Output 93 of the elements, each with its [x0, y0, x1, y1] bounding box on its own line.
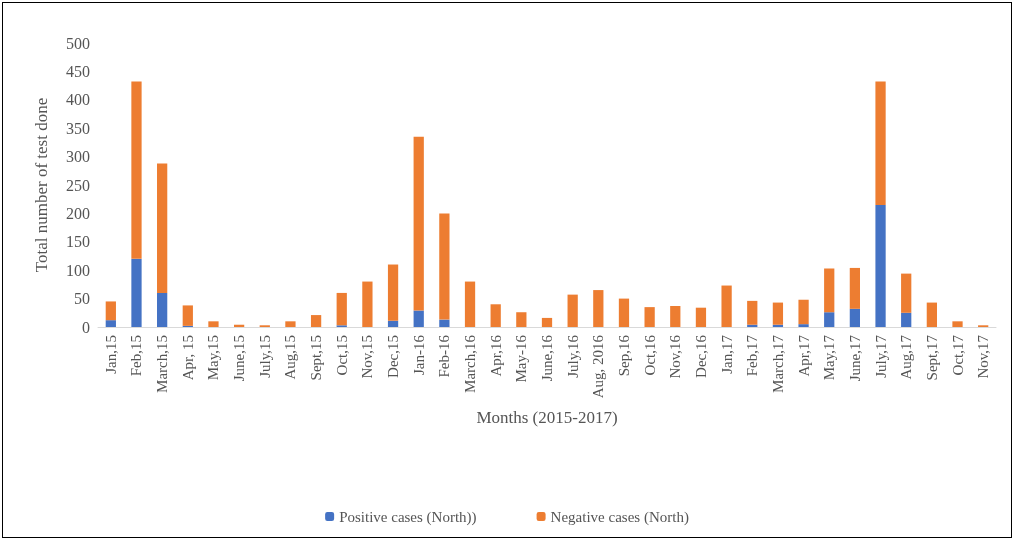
bar: [798, 299, 809, 325]
bar: [875, 204, 886, 327]
bar: [131, 258, 142, 327]
bar: [747, 300, 758, 325]
bar: [464, 281, 476, 327]
bar: [824, 268, 835, 313]
x-tick-label: March,15: [154, 335, 171, 393]
bar: [875, 81, 886, 205]
x-tick-label: June,15: [231, 335, 248, 382]
bar: [413, 310, 424, 327]
y-tick-label: 250: [66, 176, 90, 194]
x-tick-label: June,16: [539, 334, 555, 382]
x-tick-label: Aug,17: [898, 334, 915, 380]
bar: [824, 312, 835, 327]
x-tick-label: Nov,15: [359, 335, 376, 379]
x-tick-label: Sept,17: [923, 334, 940, 381]
bar: [849, 267, 861, 309]
x-tick-label: Oct,15: [333, 335, 350, 376]
x-tick-label: March,17: [769, 334, 786, 393]
x-tick-label: Apr,17: [795, 334, 812, 377]
x-tick-label: Jan,17: [718, 334, 735, 374]
bar: [439, 319, 450, 327]
bar: [901, 273, 912, 313]
bar: [105, 320, 116, 327]
bar: [644, 307, 655, 327]
y-tick-label: 50: [74, 290, 90, 308]
bar: [387, 264, 399, 321]
x-tick-label: Feb,17: [744, 334, 761, 377]
y-tick-label: 0: [82, 318, 90, 336]
x-tick-label: Nov,16: [667, 334, 684, 379]
y-tick-label: 150: [66, 233, 90, 251]
bar: [618, 298, 630, 327]
bar: [593, 290, 604, 327]
x-tick-label: Feb-16: [436, 334, 453, 378]
x-tick-label: Oct,16: [641, 334, 658, 376]
x-tick-label: Jan-16: [410, 334, 427, 375]
bar: [670, 305, 681, 327]
x-tick-label: June,17: [846, 334, 863, 382]
x-tick-label: Apr, 15: [179, 335, 196, 381]
bar: [849, 308, 861, 327]
bar: [516, 312, 527, 327]
bar: [208, 321, 219, 327]
y-tick-label: 400: [66, 91, 90, 109]
x-tick-label: Aug,15: [282, 335, 299, 380]
x-tick-label: July,16: [564, 334, 581, 378]
bar: [131, 81, 142, 259]
x-tick-label: May,17: [821, 334, 838, 381]
x-tick-label: Dec,16: [692, 334, 709, 378]
bar: [310, 315, 322, 327]
x-tick-label: May-16: [513, 334, 530, 383]
x-tick-label: Feb,15: [128, 335, 145, 377]
bar: [182, 305, 193, 326]
bar: [157, 163, 168, 293]
bar: [439, 213, 450, 320]
x-tick-label: Nov,17: [975, 334, 992, 379]
bar: [798, 324, 809, 327]
y-tick-label: 500: [66, 34, 90, 52]
bar: [362, 281, 373, 327]
bar: [387, 320, 399, 327]
bar: [901, 312, 912, 327]
x-tick-label: Oct,17: [949, 334, 966, 376]
y-tick-label: 100: [66, 261, 90, 279]
y-axis-title: Total number of test done: [32, 97, 51, 273]
bar: [721, 285, 732, 327]
x-tick-label: July,17: [872, 334, 889, 378]
x-axis-title: Months (2015-2017): [476, 408, 618, 427]
bar: [413, 136, 424, 311]
bar: [926, 302, 937, 327]
x-tick-label: Sep,16: [615, 334, 632, 377]
legend-label: Negative cases (North): [550, 508, 689, 526]
y-tick-label: 350: [66, 119, 90, 137]
x-tick-label: Sept,15: [308, 335, 325, 381]
x-tick-label: Jan,15: [102, 335, 119, 374]
bar: [772, 302, 784, 325]
x-tick-label: March,16: [462, 334, 479, 393]
x-tick-label: Apr,16: [487, 334, 504, 377]
bar: [157, 292, 168, 327]
bar: [541, 317, 553, 327]
bar: [336, 292, 347, 326]
bar: [490, 304, 501, 327]
y-tick-label: 200: [66, 204, 90, 222]
bar: [952, 321, 963, 327]
x-tick-label: Aug, 2016: [590, 334, 607, 399]
y-tick-label: 300: [66, 148, 90, 166]
y-tick-label: 450: [66, 62, 90, 80]
bar: [105, 301, 116, 321]
bar: [695, 307, 707, 327]
x-tick-label: Dec,15: [385, 335, 402, 378]
legend-label: Positive cases (North)): [339, 508, 477, 526]
x-tick-label: May,15: [205, 335, 222, 381]
bar: [567, 294, 578, 327]
x-tick-label: July,15: [256, 335, 273, 378]
bar: [285, 321, 296, 327]
